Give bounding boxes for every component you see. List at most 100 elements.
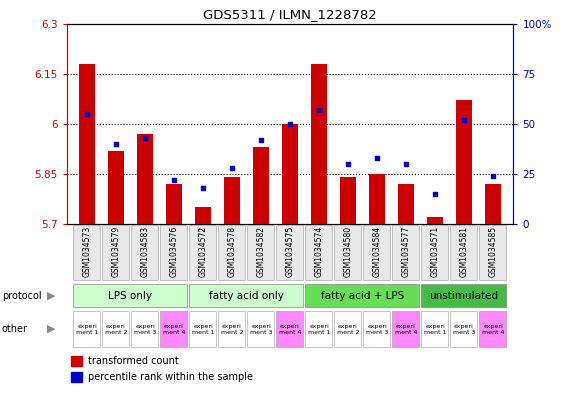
Bar — [282, 124, 298, 224]
Bar — [456, 100, 472, 224]
Point — [169, 177, 179, 183]
Bar — [247, 311, 274, 347]
Point — [111, 141, 121, 147]
Point — [198, 185, 208, 191]
Bar — [363, 311, 390, 347]
Text: GSM1034576: GSM1034576 — [169, 226, 179, 277]
Text: fatty acid + LPS: fatty acid + LPS — [321, 291, 404, 301]
Text: GSM1034580: GSM1034580 — [343, 226, 353, 277]
Text: experi
ment 4: experi ment 4 — [395, 324, 417, 334]
Text: experi
ment 3: experi ment 3 — [250, 324, 272, 334]
Text: GSM1034571: GSM1034571 — [430, 226, 440, 277]
Bar — [369, 174, 385, 224]
Text: GSM1034582: GSM1034582 — [256, 226, 266, 277]
Point — [343, 161, 353, 167]
Bar — [131, 311, 158, 347]
Text: experi
ment 3: experi ment 3 — [453, 324, 475, 334]
Point — [140, 135, 150, 141]
Point — [82, 111, 92, 117]
Text: percentile rank within the sample: percentile rank within the sample — [88, 372, 253, 382]
Bar — [334, 225, 361, 280]
Text: experi
ment 2: experi ment 2 — [105, 324, 127, 334]
Text: experi
ment 1: experi ment 1 — [192, 324, 214, 334]
Bar — [71, 356, 82, 366]
Bar — [392, 311, 419, 347]
Bar — [224, 177, 240, 224]
Bar — [485, 184, 501, 224]
Bar — [73, 284, 187, 307]
Text: LPS only: LPS only — [108, 291, 153, 301]
Text: GSM1034583: GSM1034583 — [140, 226, 150, 277]
Text: experi
ment 2: experi ment 2 — [221, 324, 243, 334]
Bar — [450, 225, 477, 280]
Text: GSM1034577: GSM1034577 — [401, 226, 411, 277]
Point — [314, 107, 324, 113]
Text: other: other — [2, 324, 28, 334]
Bar — [218, 225, 245, 280]
Bar — [79, 64, 95, 224]
Bar — [189, 284, 303, 307]
Text: GSM1034574: GSM1034574 — [314, 226, 324, 277]
Text: GSM1034573: GSM1034573 — [82, 226, 92, 277]
Bar — [137, 134, 153, 224]
Bar — [427, 217, 443, 224]
Bar — [218, 311, 245, 347]
Bar — [421, 284, 506, 307]
Bar — [305, 284, 419, 307]
Text: experi
ment 1: experi ment 1 — [308, 324, 330, 334]
Bar — [311, 64, 327, 224]
Point — [459, 117, 469, 123]
Bar — [189, 225, 216, 280]
Text: experi
ment 1: experi ment 1 — [424, 324, 446, 334]
Bar — [421, 311, 448, 347]
Bar — [276, 311, 303, 347]
Text: experi
ment 3: experi ment 3 — [366, 324, 388, 334]
Bar — [305, 225, 332, 280]
Bar — [363, 225, 390, 280]
Text: GSM1034581: GSM1034581 — [459, 226, 469, 277]
Text: GSM1034575: GSM1034575 — [285, 226, 295, 277]
Bar — [450, 311, 477, 347]
Bar — [305, 311, 332, 347]
Bar — [398, 184, 414, 224]
Point — [227, 165, 237, 171]
Point — [372, 155, 382, 161]
Bar — [103, 311, 129, 347]
Bar — [131, 225, 158, 280]
Bar — [479, 311, 506, 347]
Bar — [166, 184, 182, 224]
Text: protocol: protocol — [2, 291, 41, 301]
Bar — [108, 151, 124, 224]
Text: GSM1034578: GSM1034578 — [227, 226, 237, 277]
Bar — [71, 372, 82, 382]
Text: ▶: ▶ — [47, 291, 56, 301]
Text: fatty acid only: fatty acid only — [209, 291, 284, 301]
Point — [285, 121, 295, 127]
Text: experi
ment 4: experi ment 4 — [482, 324, 504, 334]
Bar — [479, 225, 506, 280]
Text: experi
ment 3: experi ment 3 — [134, 324, 156, 334]
Bar — [195, 207, 211, 224]
Bar — [73, 311, 100, 347]
Title: GDS5311 / ILMN_1228782: GDS5311 / ILMN_1228782 — [203, 8, 377, 21]
Text: GSM1034585: GSM1034585 — [488, 226, 498, 277]
Bar — [253, 147, 269, 224]
Point — [430, 191, 440, 197]
Bar — [392, 225, 419, 280]
Text: experi
ment 2: experi ment 2 — [337, 324, 359, 334]
Bar — [247, 225, 274, 280]
Text: GSM1034584: GSM1034584 — [372, 226, 382, 277]
Text: ▶: ▶ — [47, 324, 56, 334]
Text: GSM1034572: GSM1034572 — [198, 226, 208, 277]
Bar — [103, 225, 129, 280]
Bar — [334, 311, 361, 347]
Bar — [189, 311, 216, 347]
Text: transformed count: transformed count — [88, 356, 179, 366]
Text: experi
ment 4: experi ment 4 — [163, 324, 185, 334]
Text: experi
ment 4: experi ment 4 — [279, 324, 301, 334]
Bar — [276, 225, 303, 280]
Bar — [340, 177, 356, 224]
Bar — [160, 311, 187, 347]
Point — [256, 137, 266, 143]
Text: experi
ment 1: experi ment 1 — [76, 324, 98, 334]
